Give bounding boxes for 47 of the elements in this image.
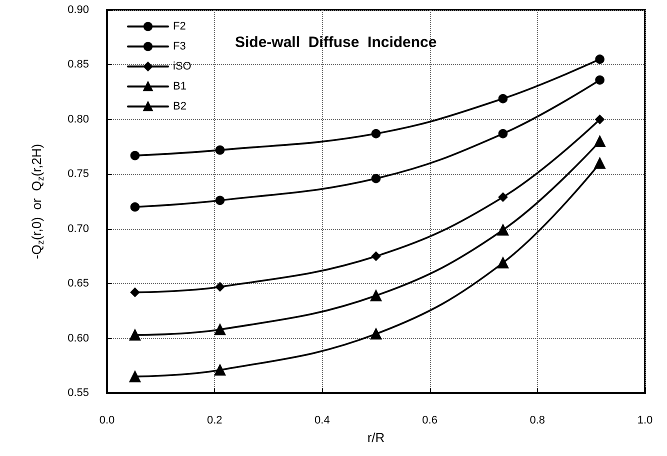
legend-label: F3 <box>173 40 186 52</box>
point <box>129 370 141 382</box>
x-axis-title: r/R <box>367 430 385 445</box>
point <box>371 252 381 261</box>
legend-label: iSO <box>173 60 192 72</box>
legend-label: B1 <box>173 80 186 92</box>
y-tick-label: 0.85 <box>68 58 89 71</box>
point <box>215 145 225 155</box>
x-tick-label: 0.0 <box>99 414 115 426</box>
y-axis-title: -Qz(r,0) or Qz(r,2H) <box>29 144 46 260</box>
x-tick-label: 1.0 <box>637 414 653 426</box>
point <box>130 202 140 212</box>
legend-label: B2 <box>173 100 186 112</box>
y-tick-label: 0.90 <box>68 4 89 16</box>
point <box>497 224 509 236</box>
point <box>215 196 225 206</box>
point <box>370 290 382 302</box>
y-tick-label: 0.75 <box>68 168 89 180</box>
point <box>371 129 381 138</box>
x-tick-label: 0.8 <box>530 414 546 426</box>
point <box>130 150 140 160</box>
point <box>370 328 382 340</box>
y-tick-label: 0.80 <box>68 113 89 126</box>
point <box>595 54 604 64</box>
x-tick-label: 0.6 <box>422 414 438 426</box>
x-tick-label: 0.4 <box>314 414 330 426</box>
y-tick-label: 0.70 <box>68 222 89 235</box>
point <box>130 288 140 297</box>
point <box>594 136 606 147</box>
point <box>497 257 509 268</box>
x-tick-label: 0.2 <box>206 414 222 426</box>
y-tick-label: 0.55 <box>68 387 89 399</box>
text: Side-wall Diffuse Incidence <box>235 34 437 51</box>
point <box>595 75 604 85</box>
point <box>214 324 226 336</box>
legend-label: F2 <box>173 20 186 32</box>
point <box>214 364 226 376</box>
point <box>498 129 508 138</box>
point <box>595 114 604 124</box>
point <box>498 192 508 202</box>
point <box>594 158 606 169</box>
point <box>129 329 141 341</box>
point <box>371 174 381 184</box>
point <box>215 282 225 292</box>
y-tick-label: 0.65 <box>68 278 89 290</box>
point <box>498 94 508 104</box>
y-tick-label: 0.60 <box>68 332 89 344</box>
